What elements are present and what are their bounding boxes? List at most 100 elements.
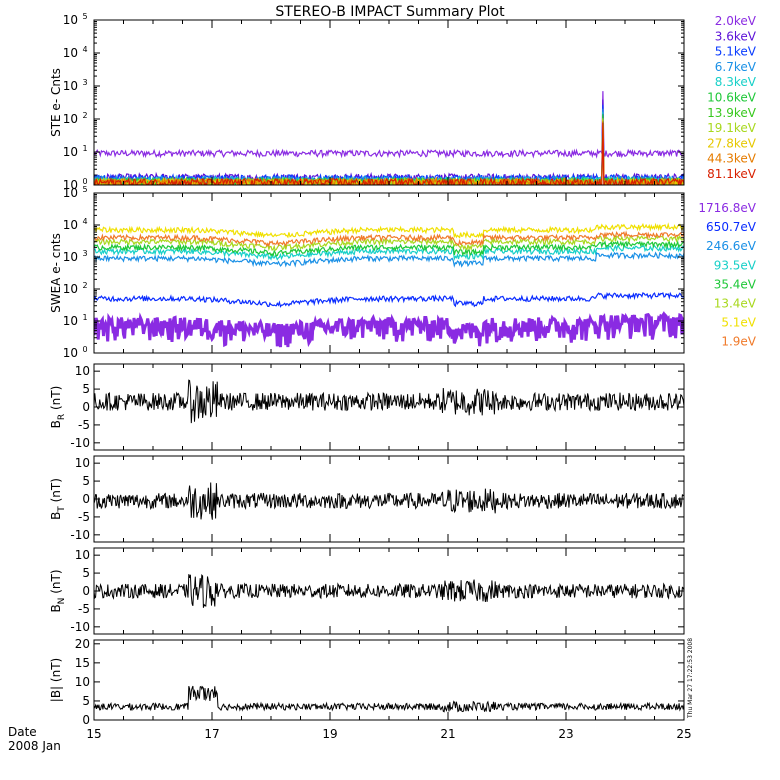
ytick-exp-swea-2: 2 bbox=[82, 281, 87, 290]
series-br bbox=[94, 379, 684, 424]
ytick-label-swea-1: 10 bbox=[63, 314, 78, 328]
legend-ste-10: 81.1keV bbox=[707, 167, 757, 181]
ytick-label-bn-3: 5 bbox=[82, 566, 90, 580]
legend-swea-3: 93.5eV bbox=[714, 258, 757, 272]
ytick-label-bt-4: 10 bbox=[75, 456, 90, 470]
ytick-label-br-1: -5 bbox=[78, 418, 90, 432]
series-swea-4 bbox=[94, 239, 684, 258]
series-swea-5 bbox=[94, 234, 684, 252]
ytick-label-swea-4: 10 bbox=[63, 218, 78, 232]
ytick-label-ste-1: 10 bbox=[63, 145, 78, 159]
ytick-label-swea-3: 10 bbox=[63, 250, 78, 264]
panel-bt: -10 -5 0 5 10 BT (nT) bbox=[49, 455, 685, 543]
ylabel-bn: BN (nT) bbox=[49, 569, 67, 612]
ytick-exp-ste-2: 2 bbox=[82, 111, 87, 120]
panel-bn: -10 -5 0 5 10 BN (nT) bbox=[49, 547, 685, 635]
ytick-label-bmag-4: 20 bbox=[75, 637, 90, 651]
frame-bmag bbox=[93, 639, 685, 721]
ytick-label-br-3: 5 bbox=[82, 382, 90, 396]
legend-ste-8: 27.8keV bbox=[707, 136, 757, 150]
ytick-label-bmag-0: 0 bbox=[82, 713, 90, 727]
ytick-label-swea-2: 10 bbox=[63, 282, 78, 296]
ytick-label-bmag-1: 5 bbox=[82, 694, 90, 708]
ytick-label-ste-4: 10 bbox=[63, 46, 78, 60]
ytick-label-ste-5: 10 bbox=[63, 13, 78, 27]
ytick-label-swea-0: 10 bbox=[63, 346, 78, 360]
ylabel-bt: BT (nT) bbox=[49, 478, 67, 520]
x-axis: 15 17 19 21 23 25 bbox=[86, 727, 691, 741]
series-swea-2 bbox=[94, 251, 684, 268]
legend-ste-0: 2.0keV bbox=[715, 14, 757, 28]
ytick-exp-ste-5: 5 bbox=[82, 12, 87, 21]
legend-swea: 1716.8eV 650.7eV 246.6eV 93.5eV 35.4eV 13.4eV… bbox=[698, 201, 756, 349]
legend-ste-2: 5.1keV bbox=[715, 45, 757, 59]
frame-ste bbox=[93, 19, 685, 186]
legend-swea-5: 13.4eV bbox=[714, 297, 757, 311]
ytick-label-bn-4: 10 bbox=[75, 548, 90, 562]
ytick-label-ste-2: 10 bbox=[63, 112, 78, 126]
ytick-label-bt-1: -5 bbox=[78, 510, 90, 524]
ytick-label-bmag-2: 10 bbox=[75, 675, 90, 689]
ytick-label-swea-5: 10 bbox=[63, 186, 78, 200]
date-label: Date bbox=[8, 725, 37, 739]
ytick-exp-swea-0: 0 bbox=[82, 345, 87, 354]
legend-swea-4: 35.4eV bbox=[714, 277, 757, 291]
ylabel-br: BR (nT) bbox=[49, 386, 67, 429]
legend-ste-3: 6.7keV bbox=[715, 60, 757, 74]
xtick-label-1: 17 bbox=[204, 727, 219, 741]
ytick-exp-swea-1: 1 bbox=[82, 313, 87, 322]
ytick-label-br-2: 0 bbox=[82, 400, 90, 414]
ytick-label-bn-1: -5 bbox=[78, 602, 90, 616]
legend-ste-1: 3.6keV bbox=[715, 29, 757, 43]
date-year-month: 2008 Jan bbox=[8, 739, 61, 753]
ylabel-swea: SWEA e- cnts bbox=[49, 233, 63, 313]
ytick-exp-ste-4: 4 bbox=[82, 45, 87, 54]
panel-swea: 10 0 10 1 10 2 10 3 10 4 10 5 SWEA e- cnts bbox=[49, 185, 685, 360]
series-swea-3 bbox=[94, 244, 684, 262]
ytick-label-ste-0: 10 bbox=[63, 178, 78, 192]
series-ste-4 bbox=[94, 111, 684, 185]
ytick-exp-ste-3: 3 bbox=[82, 78, 87, 87]
ytick-exp-swea-5: 5 bbox=[82, 185, 87, 194]
series-swea-6 bbox=[94, 222, 684, 239]
ytick-label-bt-0: -10 bbox=[70, 528, 90, 542]
ytick-label-br-0: -10 bbox=[70, 436, 90, 450]
ytick-exp-swea-3: 3 bbox=[82, 249, 87, 258]
ytick-label-bn-0: -10 bbox=[70, 620, 90, 634]
ytick-exp-ste-0: 0 bbox=[82, 177, 87, 186]
legend-swea-2: 246.6eV bbox=[706, 239, 757, 253]
legend-ste-6: 13.9keV bbox=[707, 106, 757, 120]
panel-bmag: 0 5 10 15 20 |B| (nT) bbox=[49, 637, 685, 727]
legend-ste-5: 10.6keV bbox=[707, 91, 757, 105]
timestamp: Thu Mar 27 17:22:53 2008 bbox=[687, 638, 694, 719]
ytick-exp-ste-1: 1 bbox=[82, 144, 87, 153]
ytick-label-bn-2: 0 bbox=[82, 584, 90, 598]
series-ste-0 bbox=[94, 91, 684, 159]
legend-swea-6: 5.1eV bbox=[721, 316, 756, 330]
ytick-label-ste-3: 10 bbox=[63, 79, 78, 93]
series-ste-1 bbox=[94, 99, 684, 185]
series-bmag bbox=[94, 685, 684, 713]
series-swea-0 bbox=[94, 310, 684, 348]
xtick-label-5: 25 bbox=[676, 727, 691, 741]
legend-swea-7: 1.9eV bbox=[721, 335, 756, 349]
series-ste-3 bbox=[94, 108, 684, 185]
ytick-exp-swea-4: 4 bbox=[82, 217, 87, 226]
ytick-label-bt-2: 0 bbox=[82, 492, 90, 506]
series-ste-10 bbox=[94, 122, 684, 185]
series-bt bbox=[94, 482, 684, 520]
ylabel-bmag: |B| (nT) bbox=[49, 658, 63, 702]
xtick-label-4: 23 bbox=[558, 727, 573, 741]
series-bn bbox=[94, 574, 684, 608]
xtick-label-3: 21 bbox=[440, 727, 455, 741]
panel-ste: 10 0 10 1 10 2 10 3 10 4 10 5 STE e- Cnts bbox=[49, 12, 685, 192]
legend-ste-7: 19.1keV bbox=[707, 121, 757, 135]
series-swea-7 bbox=[94, 230, 684, 248]
xtick-label-2: 19 bbox=[322, 727, 337, 741]
panel-br: -10 -5 0 5 10 BR (nT) bbox=[49, 363, 685, 451]
legend-ste-9: 44.3keV bbox=[707, 152, 757, 166]
frame-bn bbox=[93, 547, 685, 635]
chart-title: STEREO-B IMPACT Summary Plot bbox=[275, 4, 505, 20]
